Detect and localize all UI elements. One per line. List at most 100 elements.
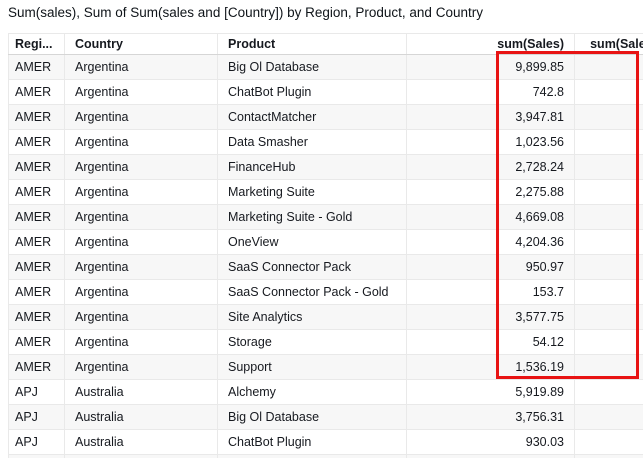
cell-sum-sales-country[interactable]: 35,764.31 (574, 254, 643, 280)
cell-region[interactable]: AMER (8, 129, 65, 155)
cell-country[interactable]: Australia (64, 404, 218, 430)
column-header-sum-sales[interactable]: sum(Sales) (406, 33, 575, 55)
cell-country[interactable]: Argentina (64, 279, 218, 305)
cell-sum-sales-country[interactable]: 35,764.31 (574, 129, 643, 155)
cell-region[interactable]: AMER (8, 179, 65, 205)
cell-product[interactable]: Big Ol Database (217, 404, 407, 430)
cell-product[interactable]: OneView (217, 229, 407, 255)
cell-sum-sales-country[interactable]: 80,166.1 (574, 404, 643, 430)
cell-country[interactable]: Argentina (64, 204, 218, 230)
cell-region[interactable]: AMER (8, 154, 65, 180)
cell-country[interactable]: Argentina (64, 54, 218, 80)
cell-region[interactable]: APJ (8, 379, 65, 405)
cell-product[interactable]: Data Smasher (217, 129, 407, 155)
column-header-sum-sales-country[interactable]: sum(Sales, [Country]) (574, 33, 643, 55)
table-row: AMERArgentinaContactMatcher3,947.8135,76… (8, 104, 643, 130)
cell-sum-sales[interactable]: 54.12 (406, 329, 575, 355)
cell-sum-sales-country[interactable]: 35,764.31 (574, 204, 643, 230)
cell-country[interactable]: Argentina (64, 254, 218, 280)
cell-country[interactable]: Argentina (64, 229, 218, 255)
cell-sum-sales-country[interactable]: 80,166.1 (574, 379, 643, 405)
cell-country[interactable]: Australia (64, 429, 218, 455)
cell-country[interactable]: Argentina (64, 354, 218, 380)
cell-product[interactable]: SaaS Connector Pack (217, 254, 407, 280)
cell-sum-sales-country[interactable]: 35,764.31 (574, 229, 643, 255)
cell-country[interactable]: Argentina (64, 179, 218, 205)
cell-region[interactable]: AMER (8, 354, 65, 380)
cell-region[interactable]: AMER (8, 279, 65, 305)
cell-region[interactable]: AMER (8, 254, 65, 280)
cell-sum-sales[interactable]: 3,577.75 (406, 304, 575, 330)
column-header-product[interactable]: Product (217, 33, 407, 55)
cell-product[interactable]: Storage (217, 329, 407, 355)
cell-sum-sales[interactable]: 1,536.19 (406, 354, 575, 380)
cell-region[interactable]: AMER (8, 104, 65, 130)
cell-country[interactable]: Australia (64, 379, 218, 405)
cell-sum-sales-country[interactable]: 35,764.31 (574, 179, 643, 205)
cell-sum-sales[interactable]: 2,728.24 (406, 154, 575, 180)
cell-sum-sales[interactable]: 2,275.88 (406, 179, 575, 205)
column-header-country[interactable]: Country (64, 33, 218, 55)
cell-product[interactable]: Support (217, 354, 407, 380)
cell-product[interactable]: Big Ol Database (217, 54, 407, 80)
cell-sum-sales-country[interactable]: 35,764.31 (574, 79, 643, 105)
cell-country[interactable]: Argentina (64, 304, 218, 330)
cell-sum-sales-country[interactable]: 35,764.31 (574, 54, 643, 80)
cell-sum-sales[interactable]: 1,023.56 (406, 129, 575, 155)
table-header-row: Regi... Country Product sum(Sales) sum(S… (8, 33, 643, 55)
cell-region[interactable]: APJ (8, 404, 65, 430)
cell-sum-sales[interactable]: 5,919.89 (406, 379, 575, 405)
cell-sum-sales-country[interactable]: 35,764.31 (574, 279, 643, 305)
cell-sum-sales[interactable]: 950.97 (406, 254, 575, 280)
cell-product[interactable]: ChatBot Plugin (217, 79, 407, 105)
cell-sum-sales[interactable]: 4,669.08 (406, 204, 575, 230)
cell-product[interactable]: Alchemy (217, 379, 407, 405)
cell-country[interactable]: Argentina (64, 104, 218, 130)
cell-product[interactable]: ChatBot Plugin (217, 429, 407, 455)
cell-product[interactable]: Marketing Suite - Gold (217, 204, 407, 230)
cell-sum-sales-country[interactable]: 35,764.31 (574, 329, 643, 355)
data-table: Regi... Country Product sum(Sales) sum(S… (8, 33, 643, 458)
cell-country[interactable]: Argentina (64, 129, 218, 155)
cell-sum-sales[interactable]: 9,899.85 (406, 54, 575, 80)
table-row: AMER Argentina Marketing Suite - Gold 4,669… (8, 204, 643, 230)
cell-product[interactable]: Marketing Suite (217, 179, 407, 205)
cell-sum-sales[interactable]: 3,947.81 (406, 104, 575, 130)
cell-region[interactable]: AMER (8, 304, 65, 330)
cell-region[interactable]: AMER (8, 229, 65, 255)
cell-sum-sales[interactable]: 930.03 (406, 429, 575, 455)
cell-region[interactable]: AMER (8, 79, 65, 105)
cell-sum-sales[interactable]: 153.7 (406, 279, 575, 305)
cell-sum-sales-country[interactable]: 35,764.31 (574, 154, 643, 180)
cell-product[interactable]: Site Analytics (217, 304, 407, 330)
cell-product[interactable]: ContactMatcher (217, 104, 407, 130)
cell-country[interactable]: Argentina (64, 79, 218, 105)
cell-product[interactable]: SaaS Connector Pack - Gold (217, 279, 407, 305)
cell-region[interactable]: AMER (8, 204, 65, 230)
cell-country[interactable]: Argentina (64, 154, 218, 180)
cell-sum-sales-country[interactable]: 35,764.31 (574, 354, 643, 380)
cell-country[interactable]: Argentina (64, 329, 218, 355)
cell-sum-sales[interactable]: 4,204.36 (406, 229, 575, 255)
cell-region[interactable]: APJ (8, 429, 65, 455)
cell-region[interactable]: AMER (8, 54, 65, 80)
cell-sum-sales[interactable]: 742.8 (406, 79, 575, 105)
cell-product[interactable]: FinanceHub (217, 154, 407, 180)
cell-sum-sales-country[interactable]: 80,166.1 (574, 429, 643, 455)
column-header-region[interactable]: Regi... (8, 33, 65, 55)
cell-sum-sales-country[interactable]: 35,764.31 (574, 304, 643, 330)
cell-region[interactable]: AMER (8, 329, 65, 355)
cell-sum-sales[interactable]: 3,756.31 (406, 404, 575, 430)
cell-sum-sales-country[interactable]: 35,764.31 (574, 104, 643, 130)
